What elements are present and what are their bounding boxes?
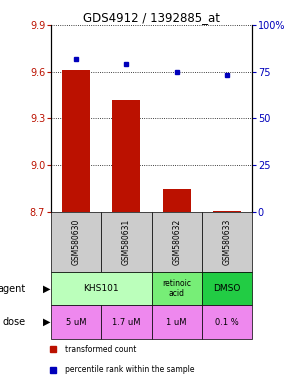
Text: transformed count: transformed count xyxy=(65,345,136,354)
Text: dose: dose xyxy=(2,317,26,327)
Bar xyxy=(213,211,241,212)
Bar xyxy=(202,305,252,339)
Bar xyxy=(51,212,101,272)
Bar xyxy=(163,189,191,212)
Bar xyxy=(152,212,202,272)
Bar xyxy=(101,305,152,339)
Text: GSM580632: GSM580632 xyxy=(172,219,181,265)
Text: 0.1 %: 0.1 % xyxy=(215,318,239,327)
Text: agent: agent xyxy=(0,283,26,293)
Bar xyxy=(152,305,202,339)
Text: ▶: ▶ xyxy=(43,317,50,327)
Bar xyxy=(202,212,252,272)
Text: 5 uM: 5 uM xyxy=(66,318,86,327)
Bar xyxy=(202,272,252,305)
Text: KHS101: KHS101 xyxy=(83,284,119,293)
Text: ▶: ▶ xyxy=(43,283,50,293)
Bar xyxy=(101,212,152,272)
Bar xyxy=(62,70,90,212)
Text: GSM580631: GSM580631 xyxy=(122,219,131,265)
Text: DMSO: DMSO xyxy=(213,284,241,293)
Text: retinoic
acid: retinoic acid xyxy=(162,279,191,298)
Bar xyxy=(113,100,140,212)
Bar xyxy=(152,272,202,305)
Bar xyxy=(51,272,152,305)
Text: GSM580633: GSM580633 xyxy=(223,218,232,265)
Text: percentile rank within the sample: percentile rank within the sample xyxy=(65,366,194,374)
Text: GSM580630: GSM580630 xyxy=(71,218,80,265)
Text: 1.7 uM: 1.7 uM xyxy=(112,318,141,327)
Text: 1 uM: 1 uM xyxy=(166,318,187,327)
Bar xyxy=(51,305,101,339)
Title: GDS4912 / 1392885_at: GDS4912 / 1392885_at xyxy=(83,11,220,24)
